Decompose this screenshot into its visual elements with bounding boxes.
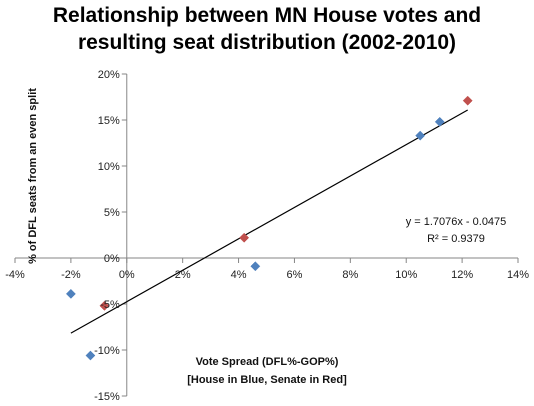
y-tick-label: 5% bbox=[104, 207, 120, 219]
x-tick-label: 8% bbox=[342, 269, 358, 281]
data-point-series-1 bbox=[250, 261, 261, 272]
data-point-series-2 bbox=[239, 232, 250, 243]
data-points bbox=[65, 95, 473, 361]
data-point-series-2 bbox=[462, 95, 473, 106]
y-tick-label: -10% bbox=[94, 345, 120, 357]
chart-title-line-2: resulting seat distribution (2002-2010) bbox=[77, 31, 457, 54]
chart-title-line-1: Relationship between MN House votes and bbox=[52, 4, 482, 27]
trendline-equation: y = 1.7076x - 0.0475 bbox=[406, 216, 507, 228]
y-tick-label: 0% bbox=[104, 253, 120, 265]
y-tick-label: 10% bbox=[98, 161, 120, 173]
x-tick-label: -2% bbox=[61, 269, 81, 281]
x-axis-title-line-2: [House in Blue, Senate in Red] bbox=[187, 374, 347, 386]
x-tick-label: 2% bbox=[175, 269, 191, 281]
x-tick-label: 10% bbox=[395, 269, 417, 281]
data-point-series-1 bbox=[65, 288, 76, 299]
y-tick-label: 20% bbox=[98, 69, 120, 81]
data-point-series-2 bbox=[99, 300, 110, 311]
data-point-series-1 bbox=[415, 130, 426, 141]
chart-title: Relationship between MN House votes and … bbox=[0, 2, 534, 56]
y-tick-label: 15% bbox=[98, 115, 120, 127]
trendline-layer bbox=[70, 109, 468, 334]
x-tick-label: 4% bbox=[231, 269, 247, 281]
x-tick-label: -4% bbox=[5, 269, 25, 281]
trendline-r-squared: R² = 0.9379 bbox=[427, 233, 485, 245]
data-point-series-1 bbox=[85, 350, 96, 361]
labels-layer: -4% -2% 0% 2% 4% 6% 8% 10% 12% 14% -15% -10% -5% 0% 5%… bbox=[5, 69, 529, 403]
x-tick-label: 14% bbox=[507, 269, 529, 281]
trendline bbox=[70, 109, 468, 334]
y-tick-label: -5% bbox=[100, 299, 120, 311]
x-tick-label: 12% bbox=[451, 269, 473, 281]
x-tick-label: 0% bbox=[119, 269, 135, 281]
x-axis-title-line-1: Vote Spread (DFL%-GOP%) bbox=[196, 356, 339, 368]
x-tick-label: 6% bbox=[286, 269, 302, 281]
axes bbox=[14, 73, 519, 397]
data-point-series-1 bbox=[434, 116, 445, 127]
y-tick-label: -15% bbox=[94, 391, 120, 403]
y-axis-title: % of DFL seats from an even split bbox=[27, 88, 39, 264]
